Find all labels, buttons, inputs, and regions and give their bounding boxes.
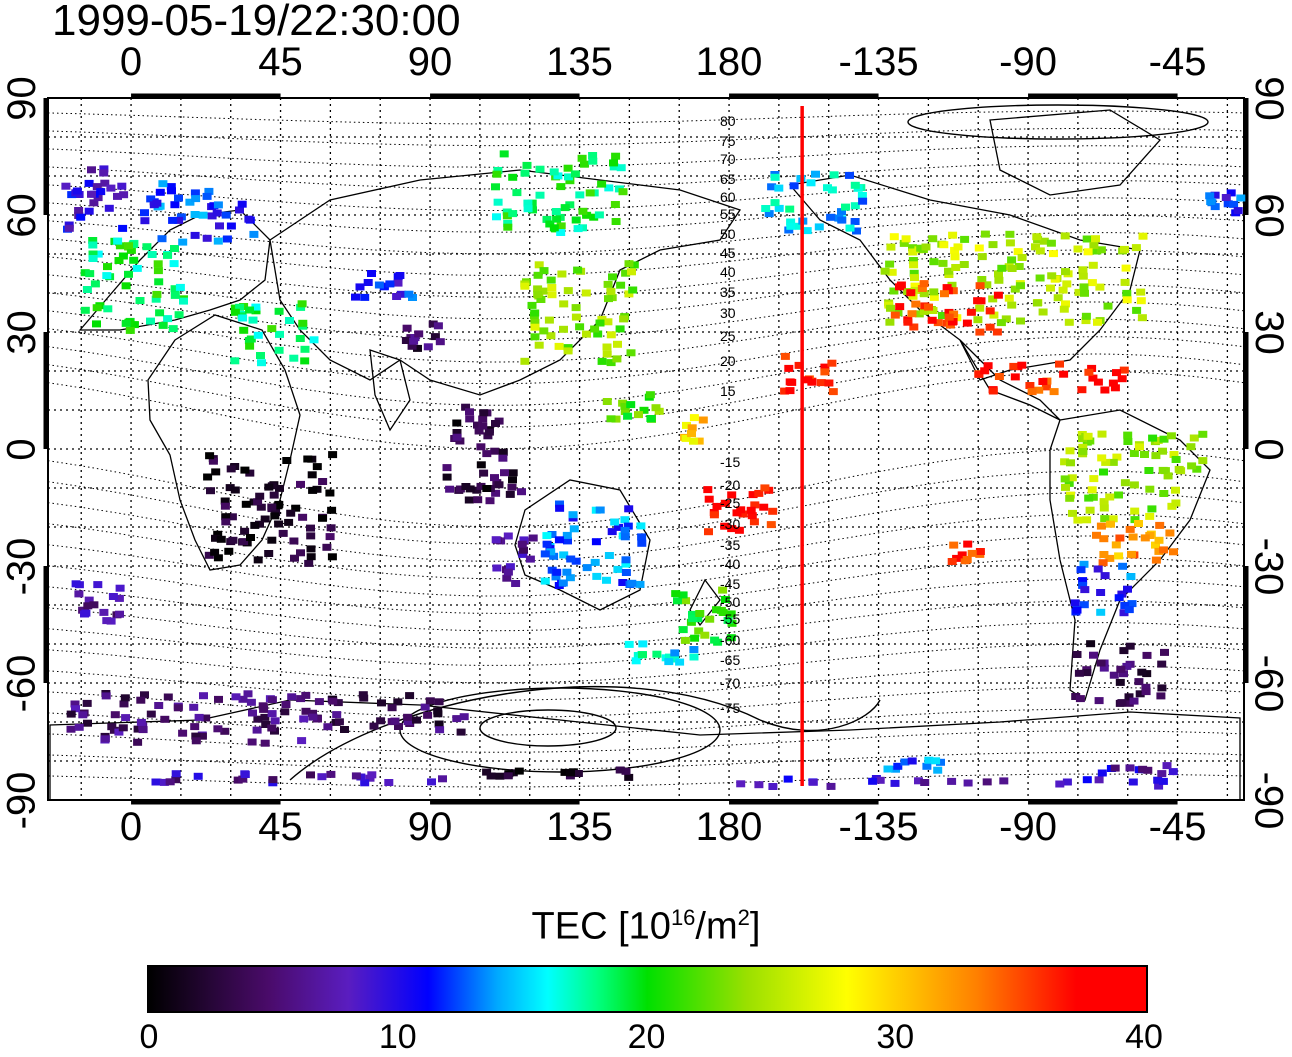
contour-label: -20 — [720, 477, 740, 493]
contour-label: 50 — [720, 226, 736, 242]
colorbar-tick-label: 40 — [1125, 1018, 1163, 1056]
latitude-label: 0 — [1246, 437, 1291, 461]
latitude-label: 60 — [0, 192, 44, 238]
contour-label: -35 — [720, 537, 740, 553]
latitude-label: 60 — [1246, 192, 1291, 238]
longitude-label: 180 — [695, 805, 763, 849]
longitude-label: 45 — [258, 40, 303, 84]
longitude-label: -90 — [999, 40, 1057, 84]
contour-label: 15 — [720, 383, 736, 399]
contour-label: 65 — [720, 171, 736, 187]
latitude-label: -90 — [1246, 771, 1291, 829]
latitude-label: 0 — [0, 437, 44, 461]
longitude-label: 45 — [258, 805, 303, 849]
longitude-label: 90 — [407, 805, 453, 849]
latitude-label: -90 — [0, 771, 44, 829]
colorbar-tick-label: 10 — [378, 1018, 417, 1056]
contour-label: -60 — [720, 632, 740, 648]
contour-label: 35 — [720, 284, 736, 300]
magnetic-latitude-contours — [47, 104, 1245, 788]
timestamp-title: 1999-05-19/22:30:00 — [52, 0, 461, 45]
contour-label: -45 — [720, 576, 740, 592]
tec-data-points — [61, 150, 1246, 790]
contour-label: 20 — [720, 353, 736, 369]
contour-label: -55 — [720, 611, 740, 627]
longitude-label: -135 — [838, 40, 919, 84]
latitude-label: 90 — [1246, 75, 1291, 121]
longitude-label: 135 — [546, 805, 613, 849]
longitude-label: 0 — [119, 40, 143, 84]
contour-label: 70 — [720, 151, 736, 167]
colorbar-tick-label: 20 — [627, 1018, 666, 1056]
contour-label: -75 — [720, 700, 740, 716]
latitude-label: -30 — [0, 537, 44, 595]
contour-label: -50 — [720, 594, 740, 610]
contour-label: 40 — [720, 264, 736, 280]
latitude-label: 90 — [0, 75, 44, 121]
colorbar — [147, 965, 1148, 1013]
colorbar-tick-label: 0 — [139, 1018, 159, 1056]
contour-label: 75 — [720, 133, 736, 149]
contour-label: 60 — [720, 189, 736, 205]
longitude-label: -90 — [999, 805, 1057, 849]
contour-label: 25 — [720, 328, 736, 344]
latitude-label: -60 — [0, 654, 44, 712]
contour-label: -70 — [720, 675, 740, 691]
contour-label: 80 — [720, 113, 736, 129]
contour-label: -30 — [720, 516, 740, 532]
contour-label: -65 — [720, 652, 740, 668]
longitude-label: -45 — [1148, 805, 1207, 849]
contour-label: -15 — [720, 454, 740, 470]
longitude-label: 0 — [119, 805, 143, 849]
colorbar-tick-label: 30 — [876, 1018, 915, 1056]
contour-label: 30 — [720, 305, 736, 321]
contour-label: 55 — [720, 206, 736, 222]
colorbar-title: TEC [1016/m2] — [531, 905, 761, 948]
contour-label: -25 — [720, 495, 740, 511]
contour-label: 45 — [720, 245, 736, 261]
longitude-label: 90 — [407, 40, 453, 84]
longitude-label: -135 — [838, 805, 919, 849]
latitude-label: -60 — [1246, 654, 1291, 712]
longitude-label: 135 — [546, 40, 613, 84]
longitude-label: 180 — [695, 40, 763, 84]
latitude-label: 30 — [0, 309, 44, 355]
latitude-label: 30 — [1246, 309, 1291, 355]
latitude-label: -30 — [1246, 537, 1291, 595]
contour-label: -40 — [720, 556, 740, 572]
longitude-label: -45 — [1148, 40, 1207, 84]
